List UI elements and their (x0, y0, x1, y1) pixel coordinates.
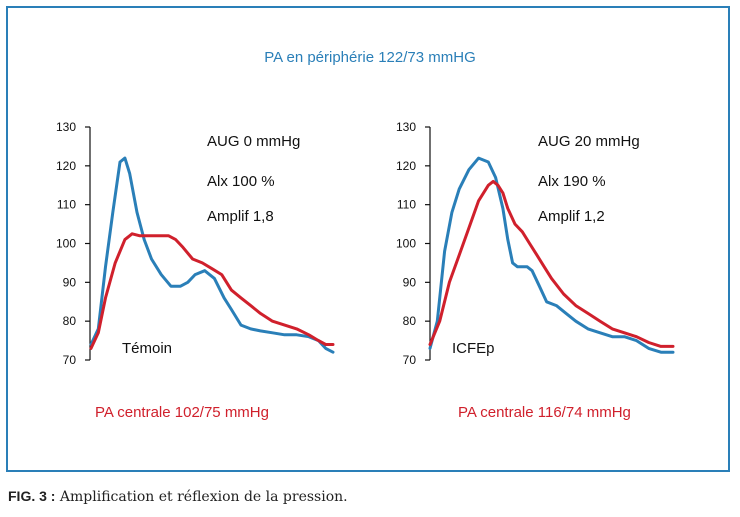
bottom-title-temoin: PA centrale 102/75 mmHg (95, 404, 269, 421)
y-tick-label: 80 (403, 314, 417, 328)
caption-label: FIG. 3 : (8, 488, 56, 504)
annotation-label: Alx 190 % (538, 173, 606, 190)
y-tick-label: 90 (63, 275, 77, 289)
figure-caption: FIG. 3 : Amplification et réflexion de l… (8, 488, 348, 505)
chart-title: PA en périphérie 122/73 mmHG (264, 49, 476, 66)
annotation-label: AUG 20 mmHg (538, 133, 640, 150)
figure-frame (6, 6, 730, 472)
annotation-label: Amplif 1,8 (207, 208, 274, 225)
y-tick-label: 80 (63, 314, 77, 328)
annotation-label: Alx 100 % (207, 173, 275, 190)
y-tick-label: 110 (57, 198, 76, 212)
series-line-red (428, 179, 675, 348)
series-line-blue (89, 156, 335, 354)
y-tick-label: 70 (403, 353, 417, 367)
y-tick-label: 100 (396, 237, 416, 251)
caption-text: Amplification et réflexion de la pressio… (55, 489, 348, 505)
subject-label: ICFEp (452, 340, 495, 357)
y-tick-label: 130 (396, 120, 416, 134)
subject-label: Témoin (122, 340, 172, 357)
y-tick-label: 120 (396, 159, 416, 173)
y-tick-label: 90 (403, 275, 417, 289)
series-line-red (89, 232, 335, 350)
series-line-blue (428, 156, 675, 354)
y-tick-label: 100 (56, 237, 76, 251)
y-tick-label: 120 (56, 159, 76, 173)
y-tick-label: 110 (397, 198, 416, 212)
annotation-label: Amplif 1,2 (538, 208, 605, 225)
y-tick-label: 70 (63, 353, 77, 367)
bottom-title-icfep: PA centrale 116/74 mmHg (458, 404, 631, 421)
annotation-label: AUG 0 mmHg (207, 133, 300, 150)
y-tick-label: 130 (56, 120, 76, 134)
